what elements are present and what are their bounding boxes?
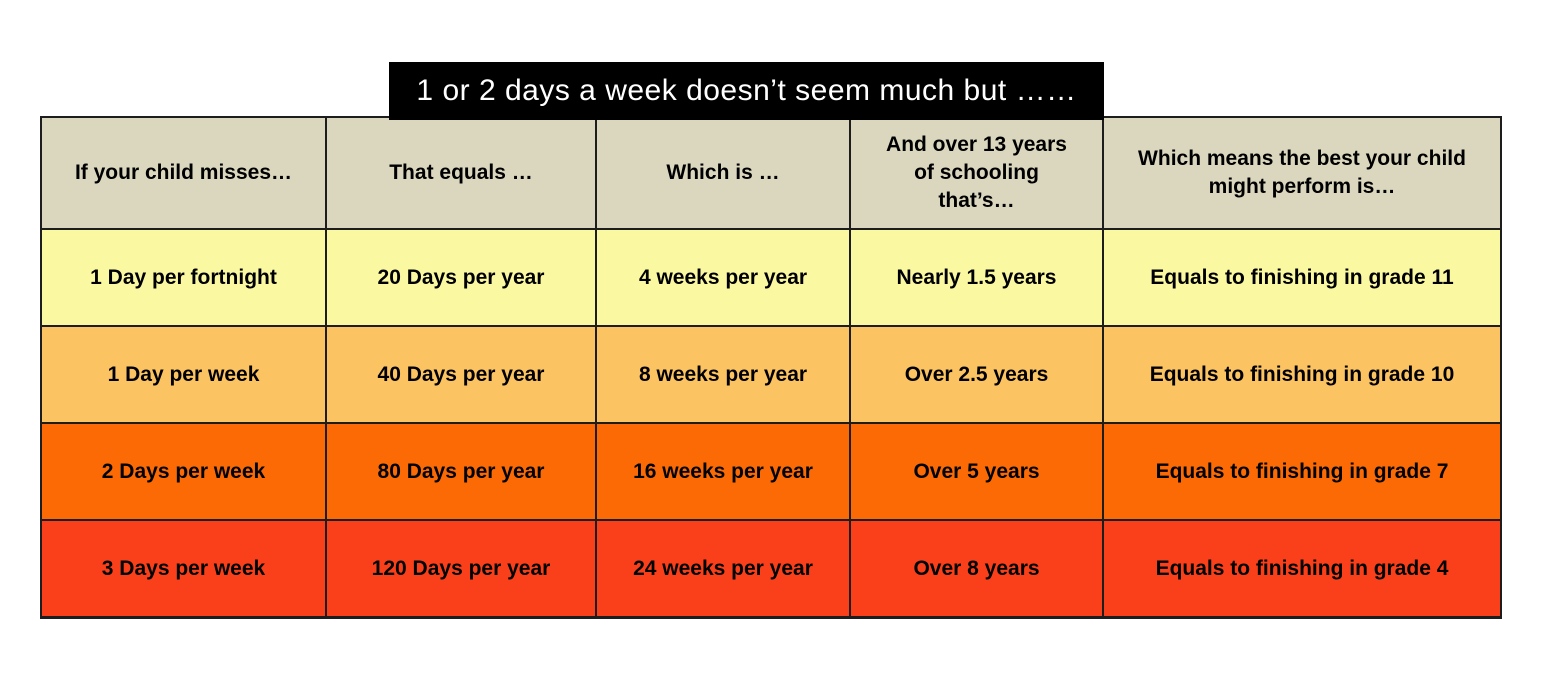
table-cell: 16 weeks per year — [595, 422, 851, 521]
table-row: 2 Days per week 80 Days per year 16 week… — [40, 422, 1502, 521]
table-row: 1 Day per fortnight 20 Days per year 4 w… — [40, 228, 1502, 327]
table-row: 1 Day per week 40 Days per year 8 weeks … — [40, 325, 1502, 424]
table-header-row: If your child misses… That equals … Whic… — [40, 116, 1502, 230]
table-cell: 3 Days per week — [40, 519, 327, 619]
table-cell: 40 Days per year — [325, 325, 597, 424]
title-text: 1 or 2 days a week doesn’t seem much but… — [416, 74, 1077, 107]
title-banner: 1 or 2 days a week doesn’t seem much but… — [389, 62, 1104, 120]
table-cell: 1 Day per week — [40, 325, 327, 424]
table-cell: 20 Days per year — [325, 228, 597, 327]
table-cell: 8 weeks per year — [595, 325, 851, 424]
table-cell: Over 5 years — [849, 422, 1104, 521]
table-cell: 80 Days per year — [325, 422, 597, 521]
table-cell: 1 Day per fortnight — [40, 228, 327, 327]
table-cell: Equals to finishing in grade 7 — [1102, 422, 1502, 521]
header-cell-over-13-years: And over 13 years of schooling that’s… — [849, 116, 1104, 230]
header-cell-if-your-child-misses: If your child misses… — [40, 116, 327, 230]
attendance-table: If your child misses… That equals … Whic… — [40, 116, 1502, 619]
table-cell: 2 Days per week — [40, 422, 327, 521]
table-row: 3 Days per week 120 Days per year 24 wee… — [40, 519, 1502, 619]
header-cell-that-equals: That equals … — [325, 116, 597, 230]
table-cell: 120 Days per year — [325, 519, 597, 619]
table-cell: Equals to finishing in grade 4 — [1102, 519, 1502, 619]
table-cell: Equals to finishing in grade 10 — [1102, 325, 1502, 424]
table-cell: Nearly 1.5 years — [849, 228, 1104, 327]
table-cell: Equals to finishing in grade 11 — [1102, 228, 1502, 327]
table-cell: Over 2.5 years — [849, 325, 1104, 424]
table-cell: 4 weeks per year — [595, 228, 851, 327]
header-cell-which-is: Which is … — [595, 116, 851, 230]
header-cell-best-performance: Which means the best your child might pe… — [1102, 116, 1502, 230]
table-cell: Over 8 years — [849, 519, 1104, 619]
table-cell: 24 weeks per year — [595, 519, 851, 619]
